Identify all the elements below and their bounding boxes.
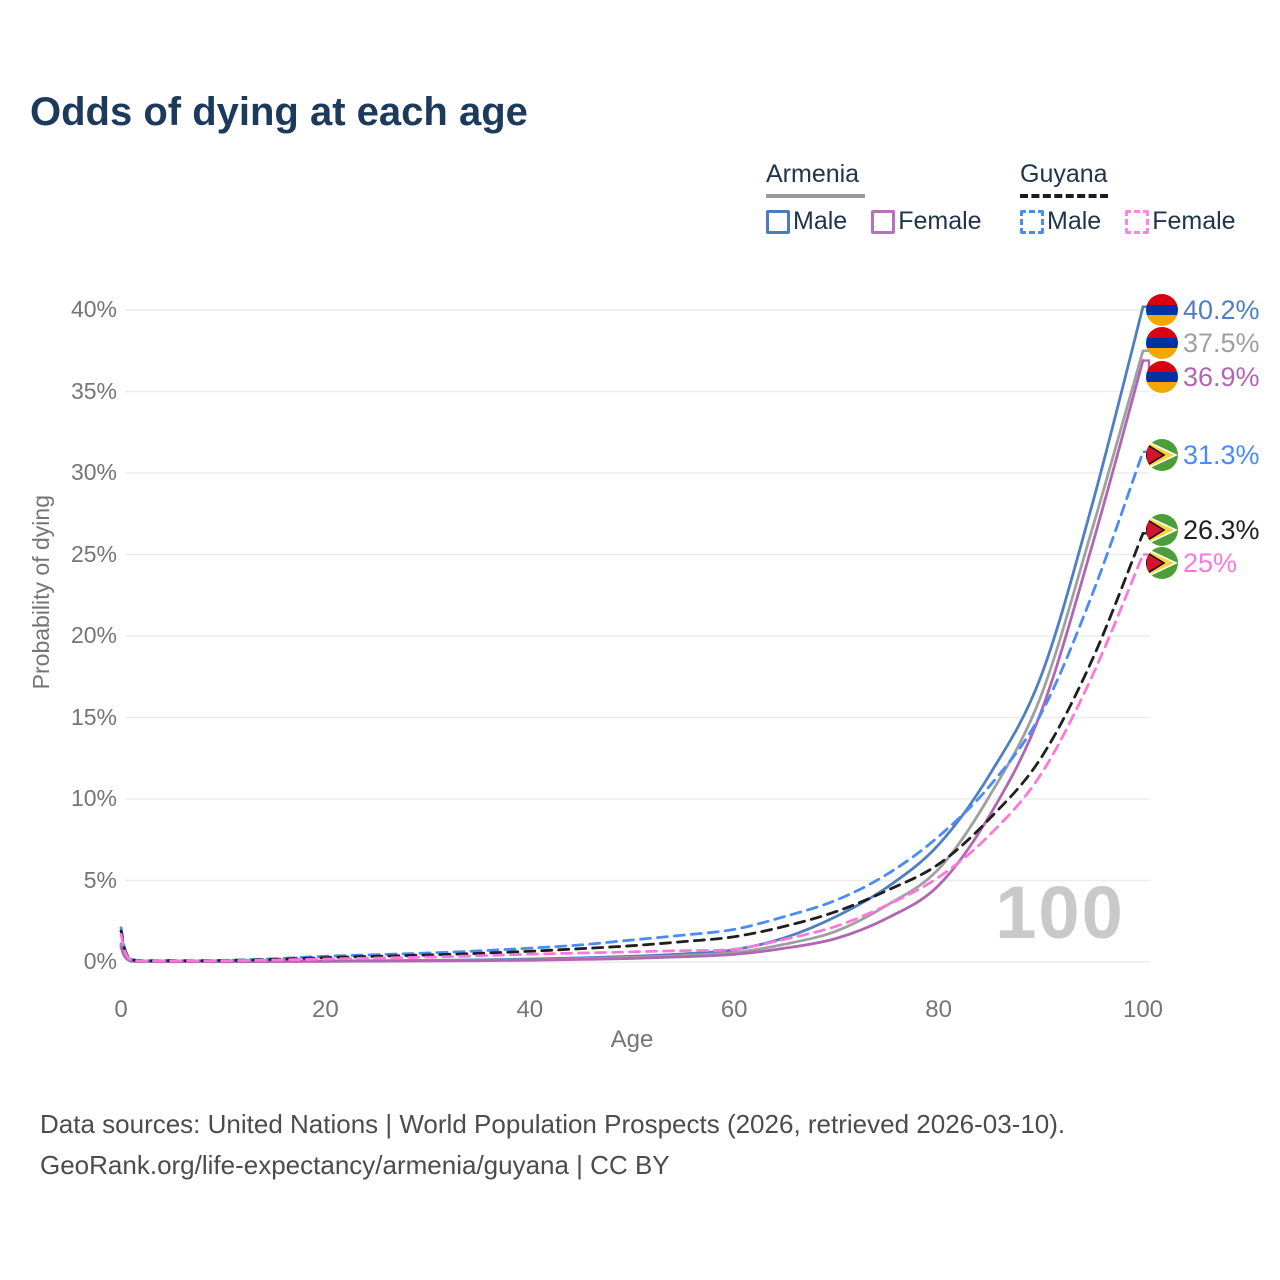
end-value: 31.3% [1183,439,1260,470]
x-tick: 0 [114,996,128,1023]
guyana-flag-icon [1146,547,1178,579]
checkbox-armenia-male[interactable] [766,209,790,234]
guyana-dashed-line-swatch [1020,194,1108,198]
checkbox-guyana-male[interactable] [1020,209,1044,234]
legend-label: Female [1152,207,1236,235]
end-value: 37.5% [1183,327,1260,358]
y-tick: 25% [70,540,117,567]
plot-area[interactable] [0,0,1280,1080]
y-tick: 10% [70,785,117,811]
end-label-armenia-male: 40.2% [1146,294,1260,326]
end-label-armenia-total: 37.5% [1146,327,1260,359]
x-axis-title: Age [610,1026,654,1053]
legend-label: Male [793,207,848,235]
end-label-guyana-male: 31.3% [1146,439,1260,471]
y-tick: 5% [83,866,117,893]
x-tick: 80 [925,996,952,1023]
legend-label: Female [898,207,982,235]
end-value: 25% [1183,547,1238,578]
end-value: 40.2% [1183,294,1260,325]
armenia-solid-line-swatch [766,194,865,198]
legend-label: Male [1047,207,1102,235]
y-tick: 40% [70,296,117,322]
y-tick: 30% [70,459,117,485]
x-tick: 60 [720,996,748,1023]
x-tick: 40 [516,996,544,1023]
armenia-flag-icon [1146,294,1178,326]
guyana-flag-icon [1146,439,1178,471]
y-tick: 20% [70,622,117,648]
legend-group-guyana: Guyana Male Female [1020,160,1236,236]
end-value: 26.3% [1183,514,1260,545]
data-sources-line: Data sources: United Nations | World Pop… [40,1109,1066,1139]
legend-toggle-armenia-female[interactable]: Female [871,207,982,236]
guyana-flag-icon [1146,514,1178,546]
y-tick: 0% [83,948,117,974]
legend-toggle-guyana-male[interactable]: Male [1020,207,1101,236]
page-title: Odds of dying at each age [30,90,528,134]
source-url-line: GeoRank.org/life-expectancy/armenia/guya… [40,1150,670,1180]
armenia-flag-icon [1146,361,1178,393]
legend-country-guyana: Guyana [1020,160,1236,198]
hover-age-watermark: 100 [995,871,1125,954]
attribution: Data sources: United Nations | World Pop… [40,1104,1065,1186]
armenia-flag-icon [1146,327,1178,359]
x-tick: 20 [312,996,339,1023]
legend-toggle-guyana-female[interactable]: Female [1125,207,1236,236]
end-label-guyana-female: 25% [1146,547,1237,579]
checkbox-guyana-female[interactable] [1125,209,1150,234]
x-tick: 100 [1122,996,1164,1023]
end-label-armenia-female: 36.9% [1146,361,1260,393]
legend-country-armenia: Armenia [766,160,982,198]
legend-toggle-armenia-male[interactable]: Male [766,207,847,236]
y-tick: 35% [70,377,117,404]
legend-group-armenia: Armenia Male Female [766,160,982,236]
checkbox-armenia-female[interactable] [871,209,896,234]
end-value: 36.9% [1183,361,1260,392]
end-label-guyana-total: 26.3% [1146,514,1260,546]
y-tick: 15% [70,703,117,730]
